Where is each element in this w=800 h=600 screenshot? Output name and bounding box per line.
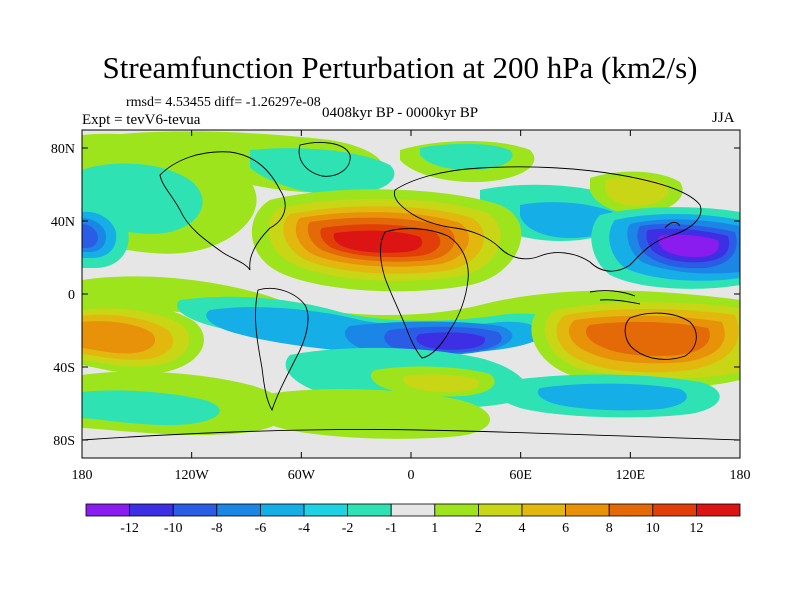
- colorbar-swatch: [565, 503, 610, 517]
- colorbar-label: -4: [298, 521, 310, 536]
- field-contour: [537, 383, 687, 411]
- coastline-africa: [380, 228, 469, 359]
- colorbar-label: 2: [475, 521, 482, 536]
- coastline-eurasia: [393, 166, 702, 272]
- colorbar-swatch: [172, 503, 218, 517]
- colorbar-label: 10: [646, 521, 660, 536]
- colorbar: -12 -10 -8 -6 -4 -2 -1 1 2 4 6 8 10 12: [85, 503, 741, 536]
- field-contour: [605, 176, 669, 206]
- field-contour: [402, 374, 480, 393]
- colorbar-label: -12: [120, 521, 139, 536]
- coastline-australia: [624, 312, 697, 360]
- period-label: 0408kyr BP - 0000kyr BP: [322, 105, 479, 121]
- colorbar-swatch: [85, 503, 130, 517]
- field-layer: [82, 130, 740, 458]
- field-contour: [82, 224, 98, 248]
- field-contour: [585, 321, 710, 356]
- colorbar-label: 8: [606, 521, 613, 536]
- field-contour: [333, 230, 423, 253]
- colorbar-label: 1: [431, 521, 438, 536]
- x-tick-label: 120W: [175, 468, 210, 483]
- colorbar-label: 6: [562, 521, 569, 536]
- x-tick-label: 0: [408, 468, 415, 483]
- colorbar-label: -10: [164, 521, 183, 536]
- field-contour: [251, 388, 490, 439]
- y-tick-label: 40N: [51, 215, 75, 230]
- field-contour: [658, 234, 719, 258]
- colorbar-swatch: [477, 503, 523, 517]
- colorbar-swatch: [696, 503, 741, 517]
- colorbar-label: -6: [255, 521, 267, 536]
- coastline-greenland: [298, 142, 351, 177]
- y-tick-label: 0: [68, 288, 75, 303]
- field-contour: [420, 143, 513, 170]
- experiment-label: Expt = tevV6-tevua: [82, 112, 201, 128]
- colorbar-swatch: [652, 503, 697, 517]
- y-tick-label: 80N: [51, 142, 75, 157]
- field-contour: [416, 332, 486, 350]
- colorbar-swatch: [434, 503, 479, 517]
- field-contour: [82, 276, 740, 345]
- x-tick-label: 60E: [509, 468, 532, 483]
- season-label: JJA: [712, 110, 735, 126]
- field-contour: [82, 321, 156, 354]
- coastline-japan: [664, 221, 681, 229]
- coastline-antarctica: [82, 429, 740, 441]
- coastline-south-america: [255, 287, 309, 412]
- coastline-indonesia: [589, 290, 641, 305]
- colorbar-swatch: [347, 503, 392, 517]
- colorbar-swatch: [129, 503, 174, 517]
- x-tick-label: 120E: [616, 468, 646, 483]
- colorbar-swatch: [521, 503, 566, 517]
- colorbar-label: -2: [342, 521, 354, 536]
- x-axis: 180 120W 60W 0 60E 120E 180: [72, 130, 751, 483]
- y-tick-label: 40S: [53, 361, 75, 376]
- colorbar-swatch: [259, 503, 305, 517]
- y-tick-label: 80S: [53, 434, 75, 449]
- stats-text: rmsd= 4.53455 diff= -1.26297e-08: [126, 95, 321, 110]
- colorbar-label: -1: [385, 521, 397, 536]
- plot-title: Streamfunction Perturbation at 200 hPa (…: [102, 50, 698, 85]
- colorbar-swatch: [216, 503, 261, 517]
- colorbar-label: 12: [689, 521, 703, 536]
- x-tick-label: 60W: [288, 468, 316, 483]
- coastline-north-america: [159, 151, 286, 271]
- colorbar-swatch: [390, 503, 436, 517]
- colorbar-label: -8: [211, 521, 223, 536]
- x-tick-label: 180: [72, 468, 93, 483]
- y-axis: 80N 40N 0 40S 80S: [51, 142, 740, 449]
- field-contour: [250, 148, 395, 195]
- colorbar-label: 4: [519, 521, 526, 536]
- coastlines: [82, 142, 740, 441]
- x-tick-label: 180: [730, 468, 751, 483]
- field-contour: [82, 390, 220, 426]
- colorbar-swatch: [608, 503, 654, 517]
- colorbar-swatch: [303, 503, 348, 517]
